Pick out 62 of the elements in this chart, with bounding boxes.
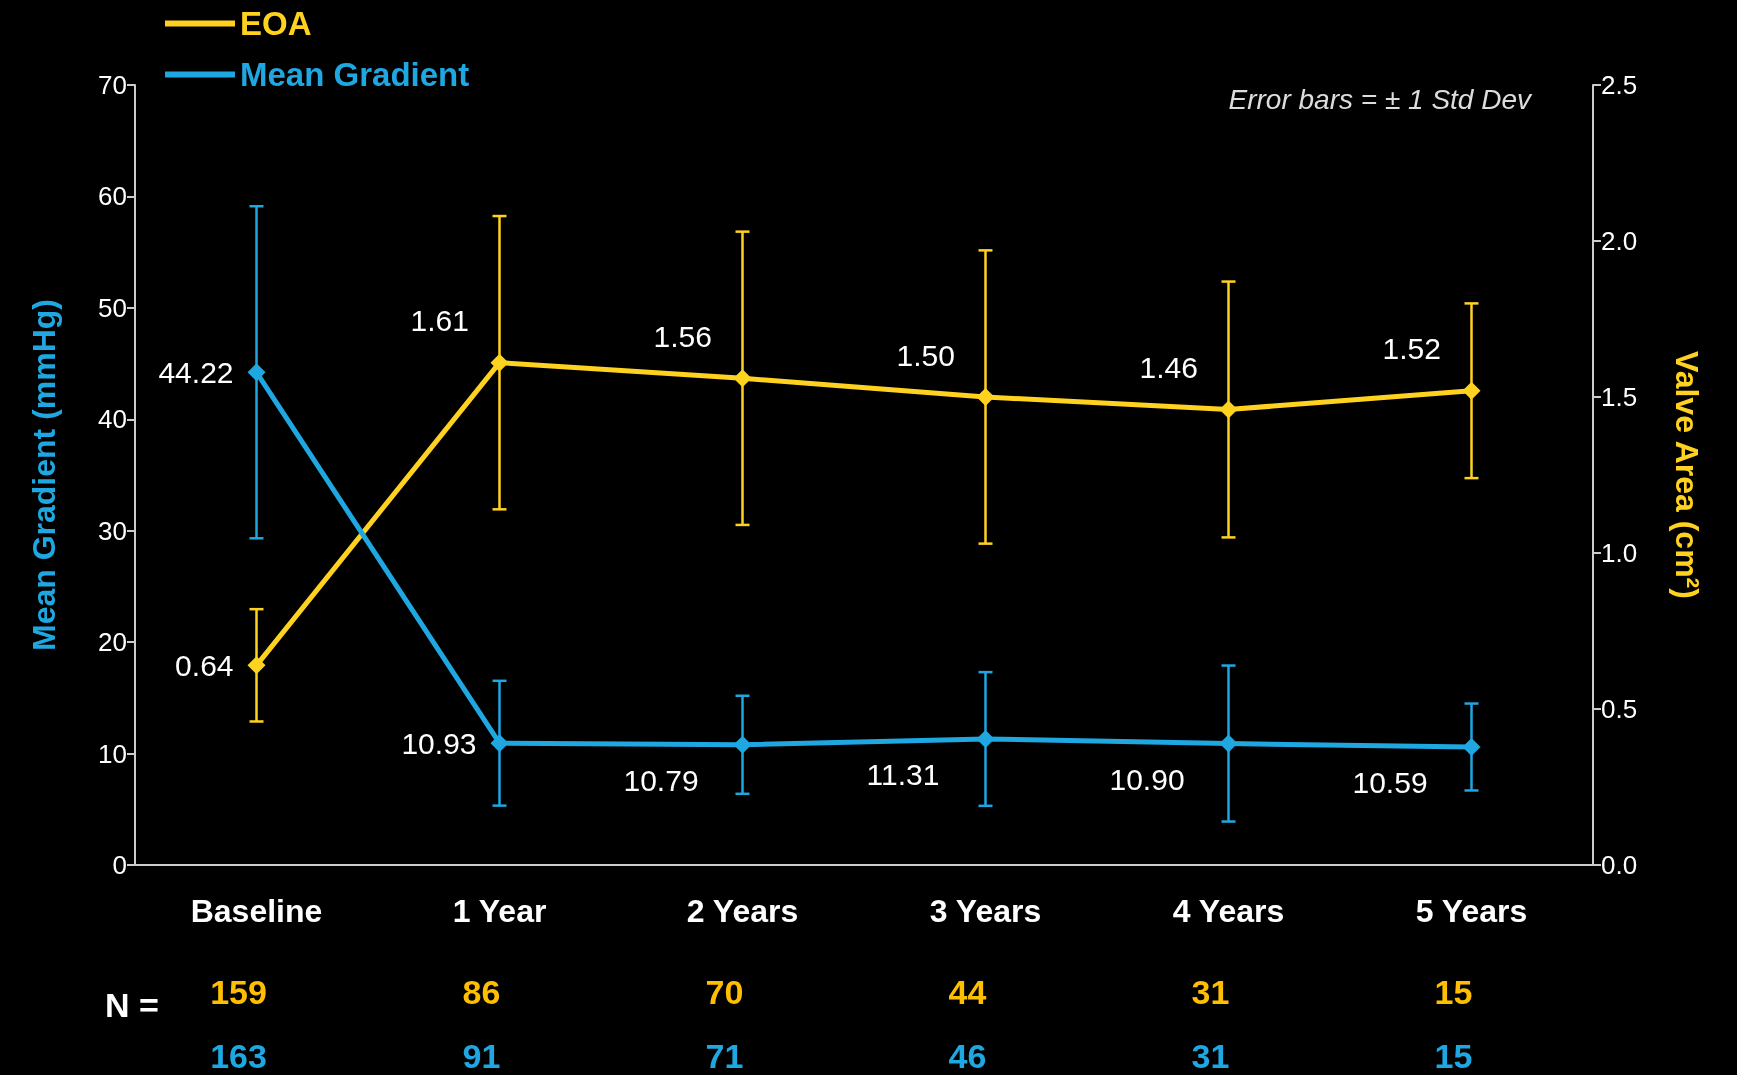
text: 163	[210, 1037, 267, 1075]
point	[1219, 734, 1238, 753]
point	[1462, 738, 1481, 756]
text: 91	[462, 1037, 501, 1075]
y2-tick-label: 2.0	[1601, 226, 1638, 256]
text: 159	[210, 973, 267, 1011]
y-tick-label: 20	[98, 627, 127, 658]
x-tick-label: Baseline	[190, 893, 323, 929]
text: 15	[1434, 973, 1473, 1011]
point	[733, 369, 752, 388]
data-label: 1.52	[1382, 332, 1441, 366]
y-tick-label: 60	[98, 181, 127, 212]
x-tick-label: 3 Years	[929, 893, 1042, 929]
y-tick-label: 70	[98, 70, 127, 100]
point	[1219, 400, 1238, 419]
text: 44	[948, 973, 987, 1011]
text: 31	[1191, 973, 1230, 1011]
y-tick-label: 50	[98, 292, 127, 323]
y2-tick-label: 1.0	[1601, 538, 1638, 568]
x-tick-label: 1 Year	[452, 893, 547, 929]
x-tick-label: 2 Years	[686, 893, 799, 929]
y-tick-label: 10	[98, 738, 127, 769]
data-label: 1.61	[410, 304, 469, 338]
text: 86	[462, 973, 501, 1011]
text: 70	[705, 973, 744, 1011]
data-label: 10.59	[1352, 766, 1428, 800]
legend-label: EOA	[240, 5, 312, 42]
data-label: 1.46	[1139, 350, 1198, 384]
legend-label: Mean Gradient	[240, 56, 470, 93]
y2-tick-label: 2.5	[1601, 70, 1638, 100]
data-label: 44.22	[158, 355, 234, 389]
text: 31	[1191, 1037, 1230, 1075]
y2-tick-label: 0.0	[1601, 850, 1638, 880]
text: 15	[1434, 1037, 1473, 1075]
y2-tick-label: 0.5	[1601, 694, 1638, 724]
text: N =	[105, 986, 159, 1024]
point	[247, 656, 266, 675]
y2-axis-title: Valve Area (cm²)	[1669, 351, 1705, 599]
data-label: 11.31	[866, 758, 940, 792]
point	[1462, 381, 1481, 400]
x-tick-label: 4 Years	[1172, 893, 1285, 929]
annotation: Error bars = ± 1 Std Dev	[1228, 83, 1533, 115]
data-label: 1.50	[896, 338, 955, 372]
text: 71	[705, 1037, 744, 1075]
point	[490, 353, 509, 372]
point	[247, 363, 266, 382]
data-label: 0.64	[175, 648, 234, 682]
data-label: 1.56	[653, 319, 712, 353]
point	[733, 735, 752, 754]
data-label: 10.90	[1109, 763, 1185, 797]
point	[976, 388, 995, 406]
y2-tick-label: 1.5	[1601, 382, 1638, 412]
text: 46	[948, 1037, 987, 1075]
point	[976, 729, 995, 748]
y-tick-label: 40	[98, 404, 127, 435]
x-tick-label: 5 Years	[1415, 893, 1528, 929]
data-label: 10.93	[401, 726, 477, 760]
y-axis-title: Mean Gradient (mmHg)	[26, 298, 62, 652]
y-tick-label: 0	[112, 850, 127, 880]
data-label: 10.79	[623, 764, 699, 798]
y-tick-label: 30	[98, 515, 127, 546]
point	[490, 734, 509, 753]
